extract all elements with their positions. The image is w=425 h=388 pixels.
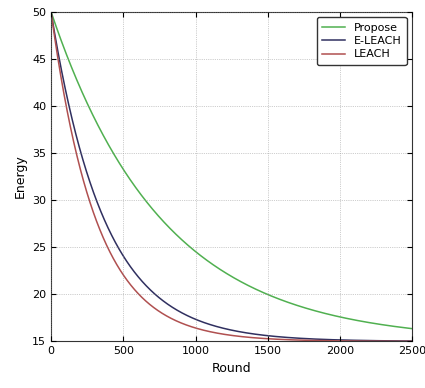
Propose <box>318 310 323 315</box>
E-LEACH <box>114 242 119 247</box>
Line: E-LEACH: E-LEACH <box>51 12 412 341</box>
LEACH <box>114 262 119 267</box>
LEACH <box>187 324 192 328</box>
E-LEACH <box>265 333 270 338</box>
Propose <box>283 299 289 304</box>
E-LEACH <box>346 338 351 343</box>
LEACH <box>48 9 54 14</box>
Line: LEACH: LEACH <box>51 12 412 341</box>
E-LEACH <box>187 314 192 319</box>
LEACH <box>283 337 289 342</box>
Propose <box>265 292 270 297</box>
LEACH <box>318 338 323 343</box>
Propose <box>187 244 192 248</box>
Legend: Propose, E-LEACH, LEACH: Propose, E-LEACH, LEACH <box>317 17 407 65</box>
LEACH <box>410 339 415 344</box>
E-LEACH <box>48 9 54 14</box>
E-LEACH <box>410 339 415 343</box>
Propose <box>48 9 54 14</box>
LEACH <box>346 339 351 343</box>
Line: Propose: Propose <box>51 12 412 329</box>
Propose <box>114 156 119 161</box>
LEACH <box>265 336 270 341</box>
E-LEACH <box>283 335 289 340</box>
Propose <box>346 316 351 321</box>
X-axis label: Round: Round <box>212 362 252 375</box>
Y-axis label: Energy: Energy <box>14 155 26 198</box>
Propose <box>410 326 415 331</box>
E-LEACH <box>318 337 323 341</box>
